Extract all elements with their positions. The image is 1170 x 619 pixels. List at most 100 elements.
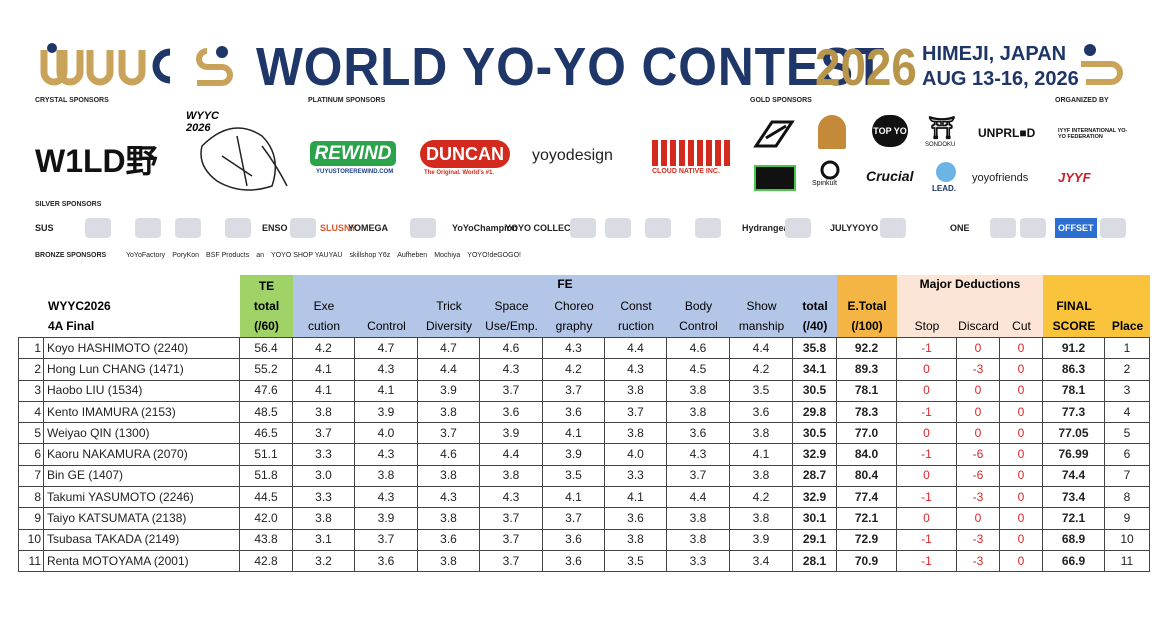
score-cell: -1 xyxy=(897,443,957,466)
sponsor-tier-label: ORGANIZED BY xyxy=(1055,97,1109,104)
sponsor-logo: LEAD. xyxy=(932,184,956,193)
sponsor-logo: OFFSET xyxy=(1055,218,1097,238)
header-text: Place xyxy=(1111,319,1144,333)
score-cell: 3.8 xyxy=(667,507,730,530)
score-cell: 1 xyxy=(18,337,44,360)
score-cell: 4 xyxy=(1105,400,1150,424)
column-header: Show manship xyxy=(730,275,793,337)
score-cell: 78.3 xyxy=(837,400,897,424)
score-cell: 0 xyxy=(1000,507,1043,530)
header-text: total xyxy=(253,299,280,313)
score-cell: 51.8 xyxy=(240,464,293,488)
logo-graphic xyxy=(880,218,906,238)
sponsor-logo: SLUSNY. xyxy=(320,223,359,233)
score-cell: 3.9 xyxy=(355,507,418,530)
score-cell: 89.3 xyxy=(837,358,897,381)
sponsor-tagline: The Original. World's #1. xyxy=(424,170,494,176)
score-cell: -3 xyxy=(957,486,1000,509)
score-cell: 0 xyxy=(957,379,1000,402)
logo-graphic xyxy=(785,218,811,238)
sponsor-logo: TOP YO xyxy=(872,115,908,147)
score-cell: 10 xyxy=(18,528,44,551)
sponsor-logo: Crucial xyxy=(866,168,914,184)
score-cell: 2 xyxy=(1105,358,1150,381)
score-cell: 0 xyxy=(897,507,957,530)
logo-graphic xyxy=(225,218,251,238)
logo-graphic xyxy=(1100,218,1126,238)
score-cell: 42.0 xyxy=(240,507,293,530)
score-cell: 34.1 xyxy=(793,358,837,381)
score-cell: 48.5 xyxy=(240,400,293,424)
score-cell: 4.4 xyxy=(667,486,730,509)
score-cell: 30.1 xyxy=(793,507,837,530)
sponsor-name: Aufheben xyxy=(397,252,428,259)
score-cell: 0 xyxy=(1000,337,1043,360)
score-cell: -1 xyxy=(897,486,957,509)
score-cell: 4.3 xyxy=(418,486,480,509)
header-text: Discard xyxy=(958,319,999,333)
score-cell: 3.6 xyxy=(543,550,605,573)
sponsor-tier-label: GOLD SPONSORS xyxy=(750,97,812,104)
score-cell: -6 xyxy=(957,443,1000,466)
score-cell: 3.8 xyxy=(605,379,667,402)
score-cell: 3.3 xyxy=(605,464,667,488)
score-cell: 2 xyxy=(18,358,44,381)
score-cell: 4.3 xyxy=(543,337,605,360)
score-cell: 0 xyxy=(957,507,1000,530)
score-cell: 1 xyxy=(1105,337,1150,360)
logo-graphic xyxy=(1020,218,1046,238)
column-header: Choreo graphy xyxy=(543,275,605,337)
score-cell: 32.9 xyxy=(793,443,837,466)
score-cell: 78.1 xyxy=(1043,379,1105,402)
score-cell: 4.4 xyxy=(418,358,480,381)
sponsor-name: Mochiya xyxy=(434,252,461,259)
score-cell: 3.8 xyxy=(355,464,418,488)
score-cell: 72.1 xyxy=(837,507,897,530)
score-cell: 51.1 xyxy=(240,443,293,466)
competitor-name: Taiyo KATSUMATA (2138) xyxy=(44,507,240,530)
column-header: Const ruction xyxy=(605,275,667,337)
competitor-name: Hong Lun CHANG (1471) xyxy=(44,358,240,381)
column-header: Exe cution xyxy=(293,275,355,337)
score-cell: 32.9 xyxy=(793,486,837,509)
score-cell: 55.2 xyxy=(240,358,293,381)
header-text: Stop xyxy=(914,319,940,333)
score-cell: 6 xyxy=(18,443,44,466)
header-text: Choreo xyxy=(554,299,594,313)
sponsor-name: PoryKon xyxy=(172,252,200,259)
logo-graphic xyxy=(85,218,111,238)
score-cell: 3.8 xyxy=(605,422,667,445)
score-cell: 3.8 xyxy=(730,507,793,530)
sponsor-tier-label: CRYSTAL SPONSORS xyxy=(35,97,109,104)
header-text: Trick xyxy=(436,299,462,313)
column-header: Place xyxy=(1105,275,1150,337)
score-cell: 3.7 xyxy=(543,379,605,402)
header-text: (/40) xyxy=(802,319,828,333)
score-cell: 3.8 xyxy=(605,528,667,551)
logo-graphic xyxy=(695,218,721,238)
score-cell: -6 xyxy=(957,464,1000,488)
score-cell: 9 xyxy=(18,507,44,530)
score-cell: 0 xyxy=(897,422,957,445)
score-cell: 3.8 xyxy=(418,550,480,573)
group-header: FE xyxy=(557,277,573,291)
score-cell: 3.5 xyxy=(730,379,793,402)
score-cell: 0 xyxy=(1000,550,1043,573)
event-title: WORLD YO-YO CONTEST xyxy=(256,37,886,97)
score-cell: 3.7 xyxy=(605,400,667,424)
score-cell: 3.6 xyxy=(667,422,730,445)
score-cell: 4.5 xyxy=(667,358,730,381)
score-cell: 0 xyxy=(897,379,957,402)
score-cell: 42.8 xyxy=(240,550,293,573)
score-cell: 46.5 xyxy=(240,422,293,445)
score-cell: 43.8 xyxy=(240,528,293,551)
score-cell: 3.8 xyxy=(730,422,793,445)
event-year: 2026 xyxy=(815,39,917,97)
header-text: FINAL xyxy=(1056,299,1092,313)
score-cell: 4.1 xyxy=(730,443,793,466)
column-header: total (/40) xyxy=(793,275,837,337)
score-cell: 73.4 xyxy=(1043,486,1105,509)
score-cell: 0 xyxy=(897,358,957,381)
score-cell: 11 xyxy=(18,550,44,573)
